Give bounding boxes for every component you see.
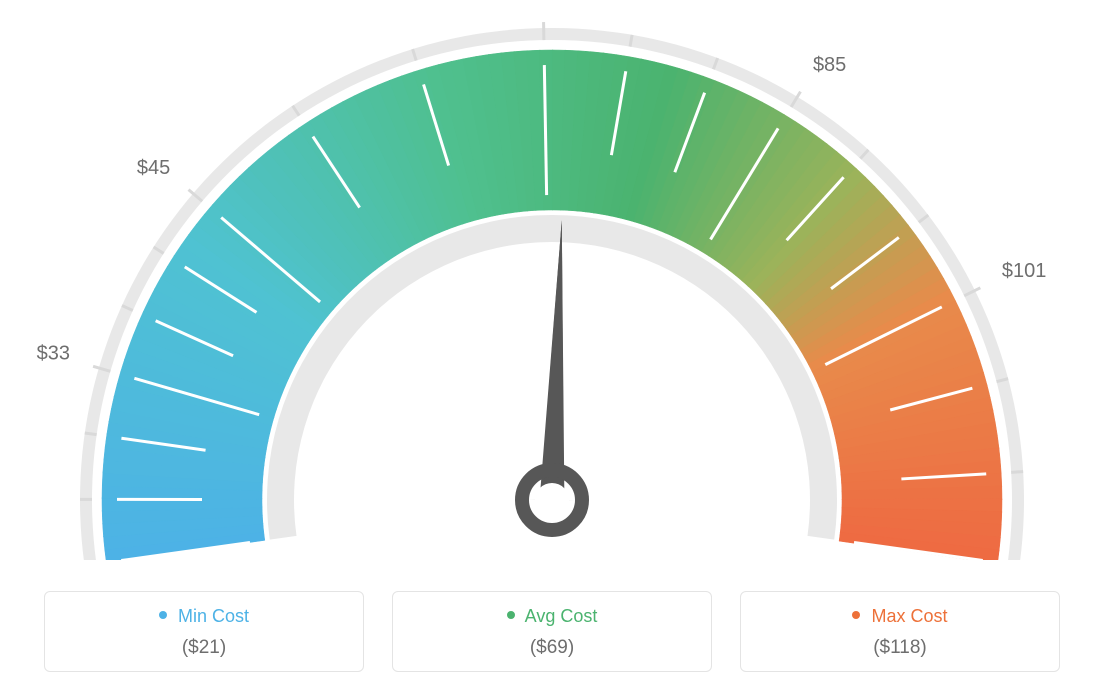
legend-title-min: Min Cost	[55, 606, 353, 627]
gauge-chart: $21 $33 $45 $69 $85 $101 $118	[0, 0, 1104, 560]
legend-label-avg: Avg Cost	[525, 606, 598, 626]
tick-label: $33	[37, 343, 70, 365]
tick-label: $118	[1049, 559, 1092, 560]
legend-value-max: ($118)	[751, 637, 1049, 659]
legend-title-max: Max Cost	[751, 606, 1049, 627]
legend-row: Min Cost ($21) Avg Cost ($69) Max Cost (…	[0, 591, 1104, 672]
legend-value-min: ($21)	[55, 637, 353, 659]
legend-label-max: Max Cost	[871, 606, 947, 626]
tick-label: $85	[813, 54, 846, 76]
legend-dot-max	[852, 611, 860, 619]
tick-label: $69	[526, 0, 559, 3]
legend-card-avg: Avg Cost ($69)	[392, 591, 712, 672]
tick-label: $101	[1002, 260, 1046, 282]
legend-card-min: Min Cost ($21)	[44, 591, 364, 672]
tick-label: $21	[22, 559, 55, 560]
legend-label-min: Min Cost	[178, 606, 249, 626]
gauge-svg: $21 $33 $45 $69 $85 $101 $118	[0, 0, 1104, 560]
tick-label: $45	[137, 157, 170, 179]
legend-title-avg: Avg Cost	[403, 606, 701, 627]
legend-dot-min	[159, 611, 167, 619]
legend-value-avg: ($69)	[403, 637, 701, 659]
legend-card-max: Max Cost ($118)	[740, 591, 1060, 672]
legend-dot-avg	[507, 611, 515, 619]
